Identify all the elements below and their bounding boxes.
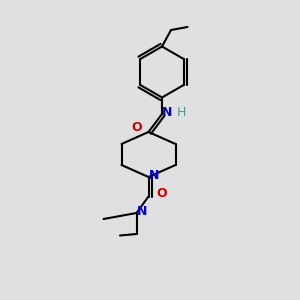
Text: N: N [137, 205, 147, 218]
Text: N: N [162, 106, 172, 119]
Text: N: N [149, 169, 159, 182]
Text: O: O [157, 187, 167, 200]
Text: H: H [177, 106, 186, 119]
Text: O: O [131, 121, 142, 134]
